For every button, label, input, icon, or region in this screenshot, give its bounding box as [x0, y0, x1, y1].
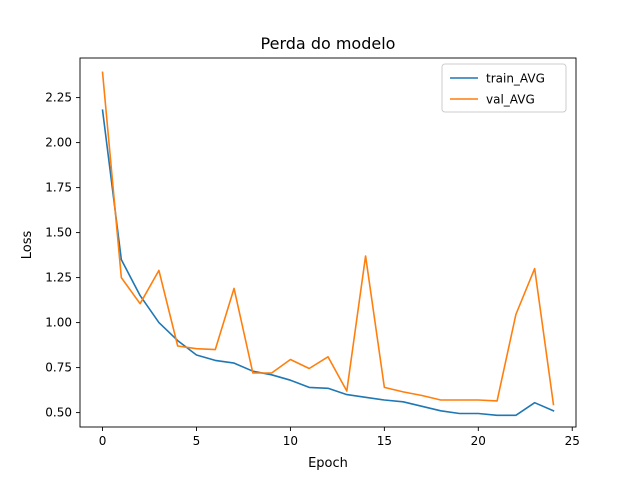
chart-title: Perda do modelo [261, 34, 396, 53]
series-line-val-avg [101, 71, 555, 406]
y-tick-label: 2.00 [45, 136, 72, 150]
legend-label-val-avg: val_AVG [486, 93, 535, 107]
legend-box [441, 63, 567, 113]
x-tick-label: 20 [471, 434, 486, 448]
series-line-train-avg [101, 109, 555, 417]
x-tick-label: 0 [99, 434, 107, 448]
y-tick-label: 1.00 [45, 316, 72, 330]
y-tick-label: 1.50 [45, 226, 72, 240]
y-axis-label: Loss [20, 231, 35, 260]
y-tick-label: 1.75 [45, 181, 72, 195]
y-tick-label: 1.25 [45, 271, 72, 285]
y-tick-label: 0.50 [45, 406, 72, 420]
x-tick-label: 5 [193, 434, 201, 448]
y-tick-label: 0.75 [45, 361, 72, 375]
x-tick-label: 10 [283, 434, 298, 448]
x-axis-label: Epoch [308, 456, 348, 471]
legend: train_AVG val_AVG [441, 63, 567, 113]
legend-label-train-avg: train_AVG [486, 72, 545, 86]
axes-frame [79, 57, 577, 428]
y-tick-label: 2.25 [45, 91, 72, 105]
x-tick-label: 25 [565, 434, 580, 448]
plot-area: 0 5 10 15 20 25 0.50 0.75 1.00 1.25 1.50 1.75 2.00 2.… [45, 57, 580, 448]
x-tick-label: 15 [377, 434, 392, 448]
